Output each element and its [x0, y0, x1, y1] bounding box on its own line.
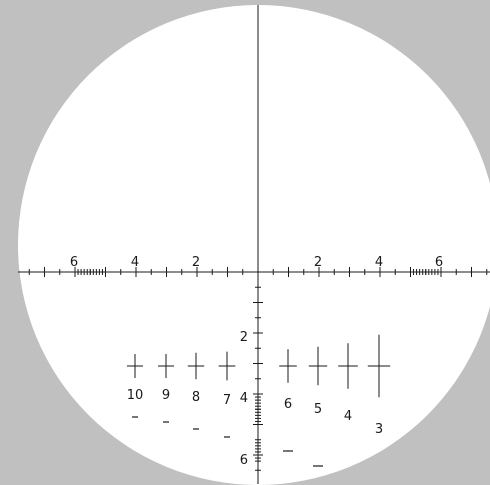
h-label-left-2: 2 — [192, 255, 200, 270]
aim-post-label-9: 9 — [162, 388, 170, 403]
aim-post-label-7: 7 — [223, 393, 231, 408]
vertical-stadia — [253, 5, 263, 484]
scope-field — [18, 5, 490, 485]
wind-dashes — [132, 416, 323, 467]
h-label-left-4: 4 — [131, 255, 139, 270]
aim-post-label-3: 3 — [375, 422, 383, 437]
v-label-4: 4 — [240, 391, 248, 406]
h-label-right-6: 6 — [435, 255, 443, 270]
aim-post-label-4: 4 — [344, 409, 352, 424]
aim-post-label-8: 8 — [192, 390, 200, 405]
horizontal-stadia — [18, 267, 490, 277]
v-label-2: 2 — [240, 330, 248, 345]
aim-post-label-5: 5 — [314, 402, 322, 417]
aim-post-label-10: 10 — [127, 388, 144, 403]
v-label-6: 6 — [240, 453, 248, 468]
h-label-left-6: 6 — [70, 255, 78, 270]
aim-post-label-6: 6 — [284, 397, 292, 412]
h-label-right-2: 2 — [314, 255, 322, 270]
h-label-right-4: 4 — [375, 255, 383, 270]
aim-posts — [127, 334, 391, 398]
